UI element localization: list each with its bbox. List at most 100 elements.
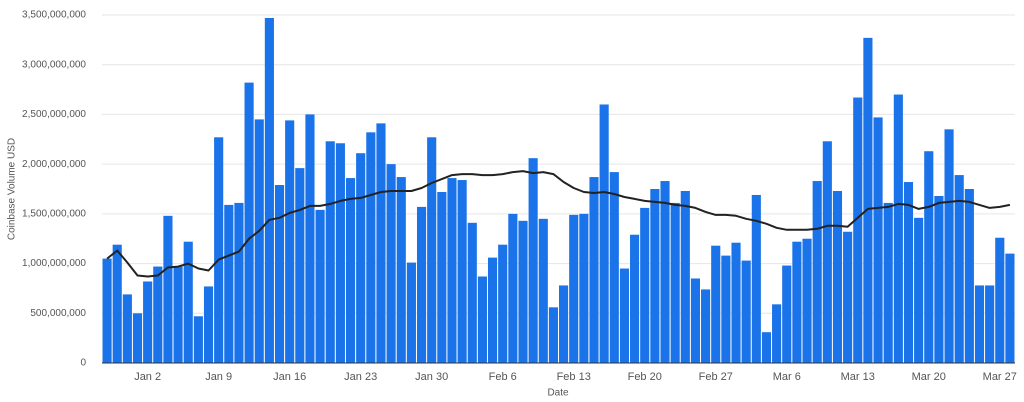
bar — [163, 215, 173, 363]
bar — [102, 258, 112, 363]
bar — [832, 190, 843, 363]
bar — [721, 255, 731, 363]
bar — [670, 202, 680, 363]
bar — [406, 262, 416, 363]
y-axis-label: Coinbase Volume USD — [7, 138, 18, 240]
x-tick-label: Jan 9 — [205, 371, 232, 383]
y-tick-label: 3,500,000,000 — [22, 10, 86, 21]
bar — [416, 206, 427, 363]
bar — [244, 82, 254, 364]
bar — [528, 158, 538, 363]
bar — [224, 204, 234, 363]
y-tick-label: 500,000,000 — [30, 308, 86, 319]
bar — [954, 175, 964, 363]
bar — [761, 332, 772, 363]
bar — [589, 177, 599, 363]
bar — [802, 238, 812, 363]
bar — [944, 129, 954, 363]
bar — [650, 189, 660, 363]
bar — [630, 234, 640, 363]
bar — [487, 257, 498, 363]
x-tick-label: Mar 13 — [841, 371, 875, 383]
bar — [396, 177, 406, 363]
bar — [701, 289, 711, 363]
bar — [203, 286, 214, 363]
bar — [305, 114, 315, 363]
bar — [386, 164, 396, 363]
bar — [477, 276, 487, 363]
bar — [579, 213, 589, 363]
bar — [274, 185, 285, 363]
bar — [1005, 253, 1015, 363]
bar — [234, 202, 244, 363]
bar — [873, 117, 883, 363]
bar — [325, 141, 335, 363]
bar — [345, 178, 356, 363]
bar — [173, 266, 183, 363]
bar — [214, 137, 224, 363]
y-tick-label: 1,500,000,000 — [22, 208, 86, 219]
bar — [518, 220, 528, 363]
bar — [751, 194, 761, 363]
bar — [122, 294, 132, 363]
line — [106, 170, 1011, 278]
bar — [914, 217, 924, 363]
bar — [132, 313, 143, 363]
bar — [741, 260, 751, 363]
bar — [356, 153, 366, 363]
x-tick-label: Mar 6 — [773, 371, 801, 383]
bar — [498, 244, 508, 363]
bar — [295, 168, 305, 363]
bar — [863, 37, 873, 364]
bar — [467, 222, 477, 363]
bar — [447, 178, 457, 363]
bar — [548, 307, 558, 363]
x-tick-label: Jan 16 — [273, 371, 306, 383]
bar — [883, 202, 893, 363]
bar — [934, 195, 944, 363]
bar — [640, 207, 650, 363]
bar — [559, 285, 569, 363]
bar — [782, 265, 792, 363]
x-axis-label: Date — [547, 388, 569, 399]
x-tick-label: Jan 2 — [134, 371, 161, 383]
bar — [457, 180, 467, 363]
y-tick-label: 2,000,000,000 — [22, 159, 86, 170]
bar — [995, 237, 1005, 363]
bar — [731, 242, 741, 363]
bar — [680, 190, 690, 363]
bar — [772, 304, 782, 363]
bar — [193, 316, 203, 363]
bar — [153, 266, 163, 363]
bar — [366, 132, 376, 363]
bar — [538, 218, 548, 363]
y-tick-label: 3,000,000,000 — [22, 59, 86, 70]
bar — [893, 94, 903, 364]
bar — [924, 151, 934, 363]
x-tick-label: Jan 23 — [344, 371, 377, 383]
y-tick-label: 2,500,000,000 — [22, 109, 86, 120]
bar — [143, 281, 153, 363]
bar — [619, 268, 630, 363]
x-tick-label: Feb 6 — [489, 371, 517, 383]
y-tick-label: 0 — [80, 358, 86, 369]
bar — [569, 214, 579, 363]
bar — [254, 119, 264, 364]
bar — [964, 189, 974, 363]
bar — [437, 191, 447, 363]
bar — [183, 241, 193, 363]
bar — [792, 241, 802, 363]
bar — [812, 181, 822, 363]
bar — [285, 120, 295, 363]
x-tick-label: Mar 27 — [983, 371, 1017, 383]
x-tick-label: Jan 30 — [415, 371, 448, 383]
bar — [315, 209, 325, 363]
bar — [599, 104, 609, 363]
bar — [508, 213, 518, 363]
x-tick-label: Feb 13 — [557, 371, 591, 383]
bar — [843, 231, 853, 363]
x-tick-label: Feb 20 — [628, 371, 662, 383]
bar — [660, 181, 670, 363]
bar — [427, 137, 437, 363]
bar — [903, 182, 914, 363]
